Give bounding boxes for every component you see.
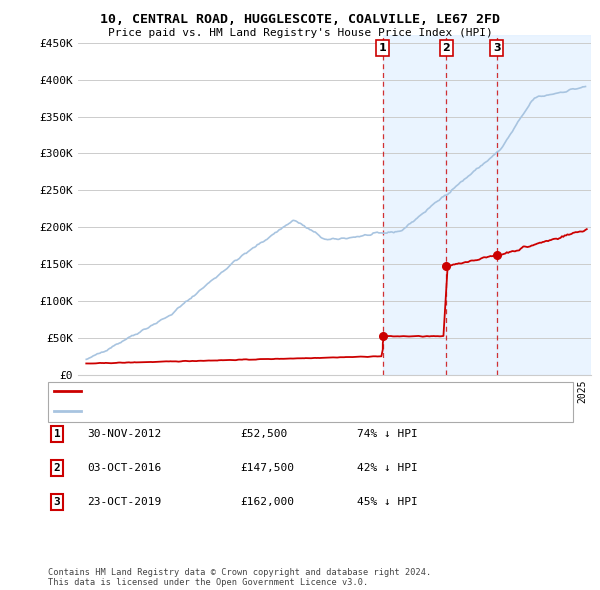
Text: 30-NOV-2012: 30-NOV-2012 (87, 429, 161, 438)
Text: 1: 1 (53, 429, 61, 438)
Bar (383, 35, 446, 375)
Text: 2: 2 (442, 43, 450, 53)
Text: 42% ↓ HPI: 42% ↓ HPI (357, 463, 418, 473)
Text: 10, CENTRAL ROAD, HUGGLESCOTE, COALVILLE, LE67 2FD: 10, CENTRAL ROAD, HUGGLESCOTE, COALVILLE… (100, 13, 500, 26)
Bar (497, 35, 591, 375)
Text: 1: 1 (379, 43, 386, 53)
Text: 2: 2 (53, 463, 61, 473)
Text: 10, CENTRAL ROAD, HUGGLESCOTE, COALVILLE, LE67 2FD (detached house): 10, CENTRAL ROAD, HUGGLESCOTE, COALVILLE… (87, 386, 481, 396)
Text: 3: 3 (53, 497, 61, 507)
Text: 74% ↓ HPI: 74% ↓ HPI (357, 429, 418, 438)
Text: Contains HM Land Registry data © Crown copyright and database right 2024.
This d: Contains HM Land Registry data © Crown c… (48, 568, 431, 587)
Text: £147,500: £147,500 (240, 463, 294, 473)
Text: 23-OCT-2019: 23-OCT-2019 (87, 497, 161, 507)
Bar (446, 35, 497, 375)
Text: Price paid vs. HM Land Registry's House Price Index (HPI): Price paid vs. HM Land Registry's House … (107, 28, 493, 38)
Text: 45% ↓ HPI: 45% ↓ HPI (357, 497, 418, 507)
Text: £162,000: £162,000 (240, 497, 294, 507)
Text: 3: 3 (493, 43, 500, 53)
Text: 03-OCT-2016: 03-OCT-2016 (87, 463, 161, 473)
Text: HPI: Average price, detached house, North West Leicestershire: HPI: Average price, detached house, Nort… (87, 407, 445, 417)
Text: £52,500: £52,500 (240, 429, 287, 438)
